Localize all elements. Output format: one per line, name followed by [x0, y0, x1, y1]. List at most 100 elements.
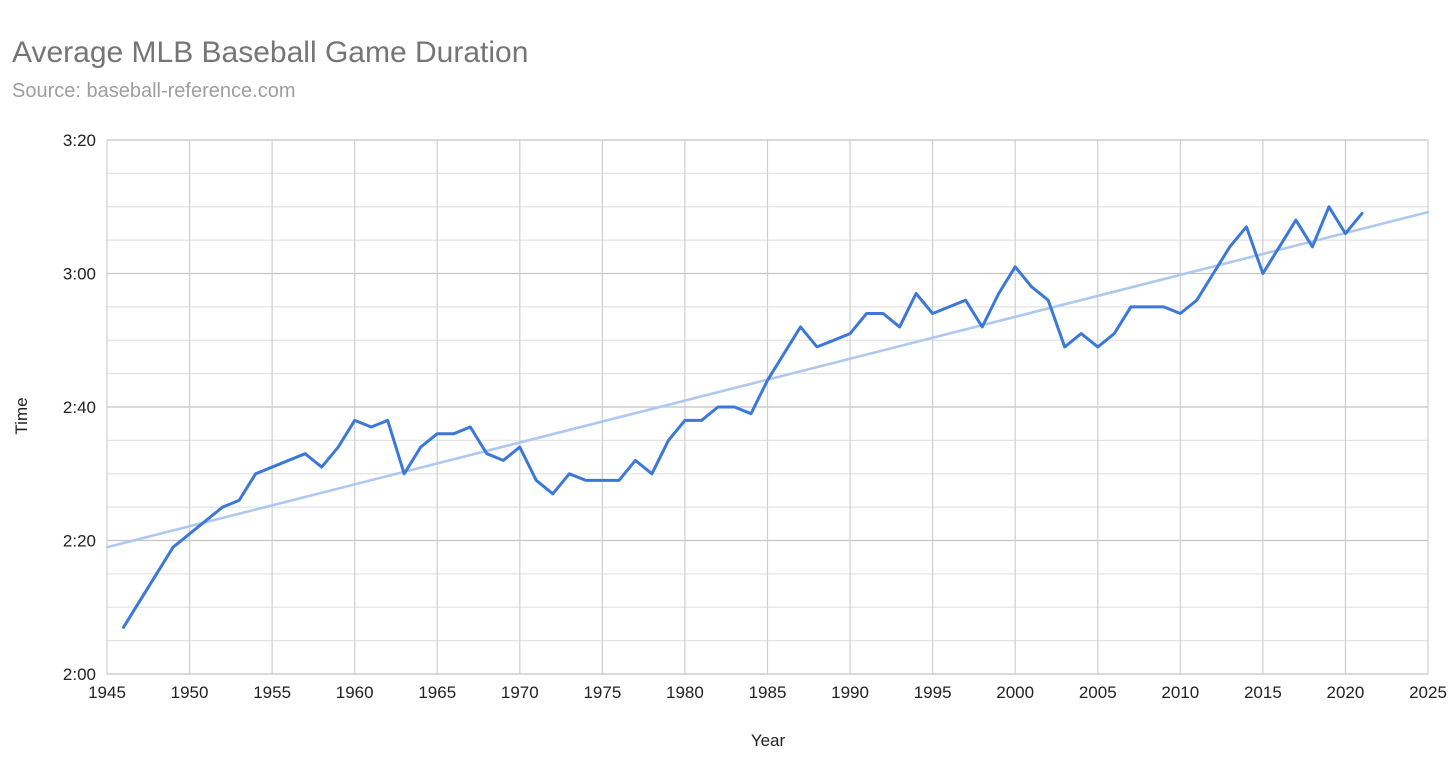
data-point: [1327, 205, 1331, 209]
data-point: [254, 472, 258, 476]
data-point: [600, 478, 604, 482]
data-point: [353, 418, 357, 422]
x-tick-label: 2010: [1161, 683, 1199, 702]
data-point: [1244, 225, 1248, 229]
data-point: [1145, 305, 1149, 309]
data-point: [485, 452, 489, 456]
data-point: [122, 625, 126, 629]
data-point: [766, 378, 770, 382]
data-point: [964, 298, 968, 302]
series-line-duration: [122, 205, 1364, 629]
series-layer: [105, 205, 1430, 629]
data-point: [1030, 285, 1034, 289]
data-point: [931, 312, 935, 316]
data-point: [336, 445, 340, 449]
x-tick-label: 2015: [1244, 683, 1282, 702]
data-point: [1063, 345, 1067, 349]
data-point: [402, 472, 406, 476]
x-tick-label: 1950: [171, 683, 209, 702]
x-tick-label: 1995: [914, 683, 952, 702]
data-point: [551, 492, 555, 496]
data-point: [171, 545, 175, 549]
x-tick-label: 1965: [418, 683, 456, 702]
data-point: [633, 458, 637, 462]
data-point: [1112, 332, 1116, 336]
data-point: [1046, 298, 1050, 302]
data-point: [881, 312, 885, 316]
data-point: [1228, 245, 1232, 249]
chart-subtitle: Source: baseball-reference.com: [12, 80, 296, 102]
data-point: [518, 445, 522, 449]
y-tick-label: 2:00: [63, 665, 96, 684]
data-point: [815, 345, 819, 349]
x-tick-label: 1985: [749, 683, 787, 702]
x-tick-label: 1990: [831, 683, 869, 702]
data-point: [452, 432, 456, 436]
data-point: [567, 472, 571, 476]
data-point: [848, 332, 852, 336]
data-point: [716, 405, 720, 409]
data-point: [501, 458, 505, 462]
data-point: [303, 452, 307, 456]
data-point: [749, 412, 753, 416]
x-tick-label: 2000: [996, 683, 1034, 702]
x-axis-title: Year: [751, 731, 786, 750]
data-point: [997, 292, 1001, 296]
x-tick-label: 1980: [666, 683, 704, 702]
data-point: [732, 405, 736, 409]
data-point: [1178, 312, 1182, 316]
data-point: [584, 478, 588, 482]
data-point: [914, 292, 918, 296]
data-point: [1261, 272, 1265, 276]
data-point: [1079, 332, 1083, 336]
data-point: [534, 478, 538, 482]
y-axis-ticks: 2:00 2:20 2:40 3:00 3:20: [63, 131, 96, 684]
data-point: [1343, 231, 1347, 235]
data-point: [1162, 305, 1166, 309]
data-point: [435, 432, 439, 436]
y-tick-label: 2:20: [63, 532, 96, 551]
data-point: [468, 425, 472, 429]
data-point: [1360, 211, 1364, 215]
data-point: [683, 418, 687, 422]
data-point: [237, 498, 241, 502]
x-tick-label: 1945: [88, 683, 126, 702]
data-point: [782, 352, 786, 356]
data-point: [1310, 245, 1314, 249]
data-point: [419, 445, 423, 449]
data-point: [666, 438, 670, 442]
data-point: [1013, 265, 1017, 269]
data-point: [1277, 245, 1281, 249]
x-axis-ticks: 1945 1950 1955 1960 1965 1970 1975 1980 1985 1990…: [88, 683, 1447, 702]
data-point: [898, 325, 902, 329]
x-tick-label: 2020: [1327, 683, 1365, 702]
data-point: [1129, 305, 1133, 309]
data-point: [799, 325, 803, 329]
x-tick-label: 2025: [1409, 683, 1447, 702]
data-point: [1294, 218, 1298, 222]
data-point: [386, 418, 390, 422]
x-tick-label: 1970: [501, 683, 539, 702]
major-gridlines: [106, 139, 1429, 675]
y-tick-label: 3:20: [63, 131, 96, 150]
data-point: [865, 312, 869, 316]
y-tick-label: 3:00: [63, 265, 96, 284]
data-point: [980, 325, 984, 329]
x-tick-label: 2005: [1079, 683, 1117, 702]
chart-title: Average MLB Baseball Game Duration: [12, 36, 529, 69]
data-point: [832, 338, 836, 342]
x-tick-label: 1955: [253, 683, 291, 702]
data-point: [369, 425, 373, 429]
data-point: [947, 305, 951, 309]
data-point: [221, 505, 225, 509]
data-point: [320, 465, 324, 469]
y-axis-title: Time: [12, 397, 31, 434]
data-point: [1195, 298, 1199, 302]
data-point: [1211, 272, 1215, 276]
data-point: [699, 418, 703, 422]
x-tick-label: 1960: [336, 683, 374, 702]
x-tick-label: 1975: [583, 683, 621, 702]
y-tick-label: 2:40: [63, 398, 96, 417]
data-point: [617, 478, 621, 482]
